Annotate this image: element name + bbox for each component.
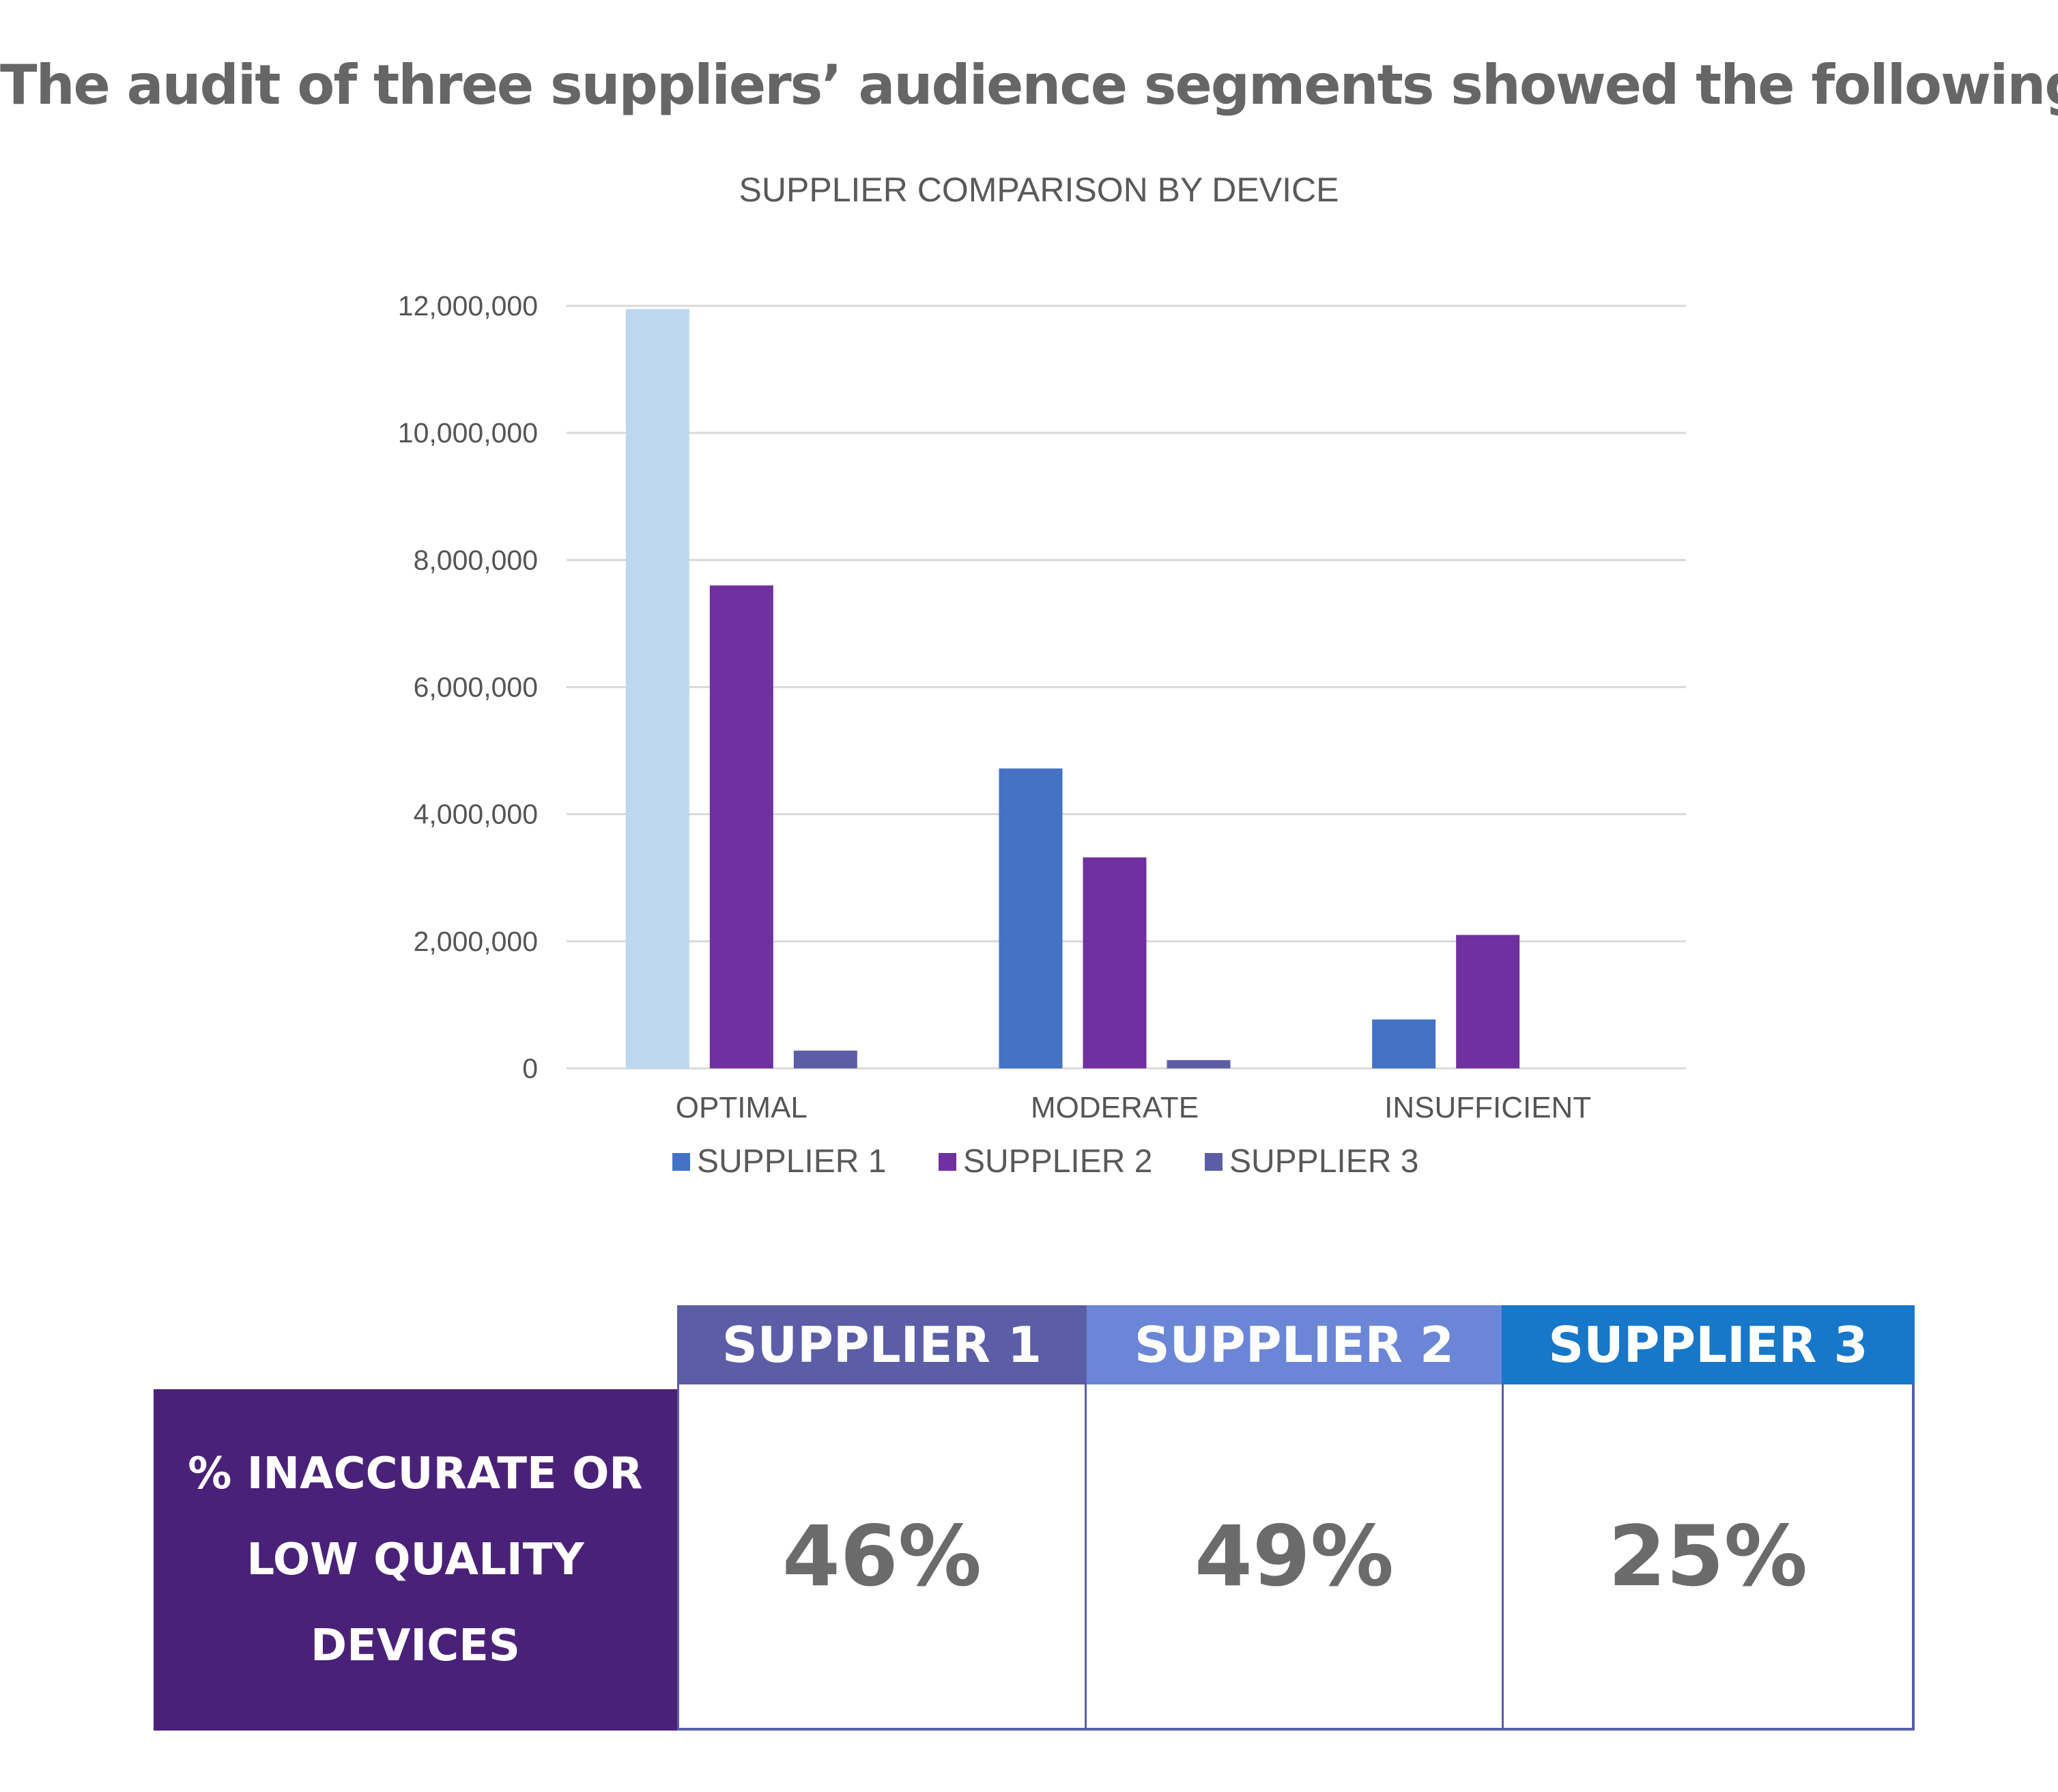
- y-tick-label: 4,000,000: [414, 799, 538, 830]
- bar-supplier-1-insufficient: [1372, 1019, 1436, 1068]
- bar-supplier-1-moderate: [999, 768, 1063, 1068]
- bar-supplier-3-moderate: [1167, 1059, 1231, 1068]
- bar-chart: SUPPLIER COMPARISON BY DEVICE 0 2,000,000…: [398, 171, 1686, 1180]
- table-header-label: SUPPLIER 1: [721, 1316, 1042, 1374]
- bar-supplier-1-optimal: [625, 309, 689, 1068]
- y-tick-label: 2,000,000: [414, 926, 538, 957]
- table-header-label: SUPPLIER 3: [1548, 1316, 1868, 1374]
- table-header-supplier-3: SUPPLIER 3: [1502, 1305, 1915, 1384]
- y-tick-label: 10,000,000: [398, 417, 538, 449]
- legend-label: SUPPLIER 1: [697, 1143, 886, 1180]
- bar-supplier-2-optimal: [709, 585, 773, 1068]
- table-header-supplier-1: SUPPLIER 1: [677, 1305, 1087, 1384]
- x-tick-label: MODERATE: [1031, 1091, 1199, 1124]
- table-header-supplier-2: SUPPLIER 2: [1087, 1305, 1502, 1384]
- row-label-line: LOW QUALITY: [246, 1535, 584, 1585]
- x-tick-label: OPTIMAL: [676, 1091, 808, 1124]
- legend-label: SUPPLIER 3: [1229, 1143, 1418, 1180]
- y-axis: 0 2,000,000 4,000,000 6,000,000 8,000,000 10,…: [398, 290, 538, 1084]
- table-row-label: % INACCURATE OR LOW QUALITY DEVICES: [154, 1389, 677, 1731]
- row-label-line: DEVICES: [311, 1621, 520, 1671]
- table-cell-value: 25%: [1607, 1507, 1807, 1605]
- table-cell-value: 46%: [782, 1507, 982, 1605]
- x-axis: OPTIMAL MODERATE INSUFFICIENT: [676, 1091, 1591, 1124]
- table-cell-value: 49%: [1194, 1507, 1394, 1605]
- table-cell-supplier-2: 49%: [1087, 1384, 1502, 1731]
- y-tick-label: 12,000,000: [398, 290, 538, 322]
- table-cell-supplier-3: 25%: [1502, 1384, 1915, 1731]
- bars: [625, 309, 1520, 1068]
- legend-swatch: [939, 1153, 956, 1171]
- y-tick-label: 6,000,000: [414, 672, 538, 703]
- headline: The audit of three suppliers’ audience s…: [0, 53, 2058, 117]
- bar-supplier-2-insufficient: [1456, 935, 1520, 1068]
- legend: SUPPLIER 1 SUPPLIER 2 SUPPLIER 3: [672, 1143, 1418, 1180]
- chart-title: SUPPLIER COMPARISON BY DEVICE: [739, 171, 1339, 209]
- bar-supplier-2-moderate: [1083, 857, 1147, 1068]
- legend-swatch: [1205, 1153, 1223, 1171]
- row-label-line: % INACCURATE OR: [188, 1449, 643, 1499]
- x-tick-label: INSUFFICIENT: [1384, 1091, 1591, 1124]
- legend-swatch: [672, 1153, 690, 1171]
- bar-supplier-3-optimal: [793, 1050, 857, 1068]
- table-cell-supplier-1: 46%: [677, 1384, 1087, 1731]
- legend-label: SUPPLIER 2: [963, 1143, 1152, 1180]
- y-tick-label: 0: [522, 1053, 538, 1084]
- table-header-label: SUPPLIER 2: [1134, 1316, 1455, 1374]
- y-tick-label: 8,000,000: [414, 544, 538, 575]
